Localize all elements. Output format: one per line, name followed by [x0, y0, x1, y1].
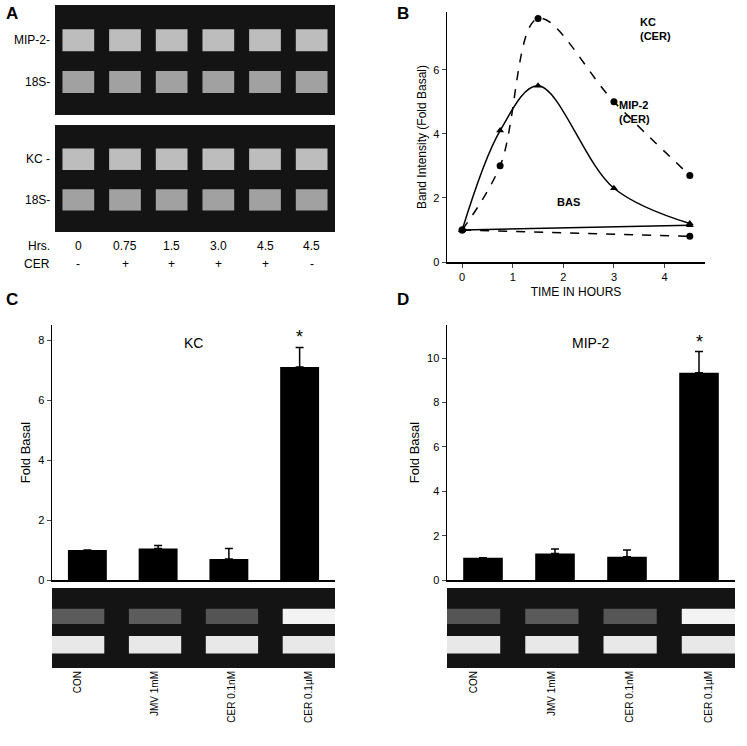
svg-text:-: - [76, 257, 80, 271]
svg-text:+: + [262, 257, 269, 271]
svg-text:CER 0.1µM: CER 0.1µM [703, 671, 714, 723]
svg-text:Band Intensity (Fold Basal): Band Intensity (Fold Basal) [415, 65, 429, 209]
svg-text:BAS: BAS [557, 196, 580, 208]
svg-text:6: 6 [38, 394, 44, 406]
svg-text:KC -: KC - [26, 152, 50, 166]
svg-text:1.5: 1.5 [163, 239, 180, 253]
svg-text:0: 0 [75, 239, 82, 253]
svg-text:D: D [397, 290, 409, 309]
svg-text:-: - [310, 257, 314, 271]
svg-text:CER: CER [24, 257, 50, 271]
svg-text:0: 0 [433, 256, 439, 268]
svg-text:10: 10 [427, 352, 439, 364]
svg-text:TIME IN HOURS: TIME IN HOURS [531, 285, 622, 299]
svg-text:MIP-2: MIP-2 [572, 335, 610, 351]
svg-text:4.5: 4.5 [257, 239, 274, 253]
svg-text:+: + [168, 257, 175, 271]
svg-text:+: + [215, 257, 222, 271]
svg-text:*: * [296, 327, 303, 347]
svg-text:Fold Basal: Fold Basal [18, 422, 33, 484]
svg-text:3.0: 3.0 [210, 239, 227, 253]
svg-text:4: 4 [433, 485, 439, 497]
svg-text:CER 0.1µM: CER 0.1µM [303, 671, 314, 723]
svg-text:0: 0 [38, 574, 44, 586]
svg-text:JMV 1mM: JMV 1mM [546, 671, 557, 716]
svg-text:18S-: 18S- [25, 75, 50, 89]
svg-text:18S-: 18S- [25, 193, 50, 207]
svg-text:Fold Basal: Fold Basal [407, 422, 422, 484]
svg-text:Hrs.: Hrs. [28, 239, 50, 253]
svg-text:0.75: 0.75 [113, 239, 137, 253]
svg-text:4: 4 [661, 271, 667, 283]
svg-text:2: 2 [38, 514, 44, 526]
svg-text:MIP-2(CER): MIP-2(CER) [619, 99, 650, 125]
svg-text:A: A [6, 4, 18, 23]
svg-text:*: * [696, 332, 703, 352]
svg-text:2: 2 [560, 271, 566, 283]
svg-text:3: 3 [611, 271, 617, 283]
svg-text:C: C [6, 290, 18, 309]
svg-text:JMV 1mM: JMV 1mM [149, 671, 160, 716]
svg-text:CER 0.1nM: CER 0.1nM [624, 671, 635, 723]
svg-text:2: 2 [433, 530, 439, 542]
svg-text:2: 2 [433, 192, 439, 204]
svg-text:KC(CER): KC(CER) [640, 16, 671, 42]
svg-text:8: 8 [38, 334, 44, 346]
svg-text:8: 8 [433, 396, 439, 408]
svg-text:MIP-2-: MIP-2- [14, 33, 50, 47]
svg-text:0: 0 [433, 574, 439, 586]
svg-text:0: 0 [459, 271, 465, 283]
svg-text:CON: CON [468, 671, 479, 693]
svg-text:4.5: 4.5 [303, 239, 320, 253]
svg-text:KC: KC [184, 335, 203, 351]
svg-text:B: B [397, 4, 409, 23]
svg-text:6: 6 [433, 64, 439, 76]
svg-text:4: 4 [433, 128, 439, 140]
svg-text:1: 1 [510, 271, 516, 283]
svg-text:CER 0.1nM: CER 0.1nM [226, 671, 237, 723]
svg-text:4: 4 [38, 454, 44, 466]
svg-text:CON: CON [72, 671, 83, 693]
svg-text:+: + [122, 257, 129, 271]
svg-text:6: 6 [433, 441, 439, 453]
